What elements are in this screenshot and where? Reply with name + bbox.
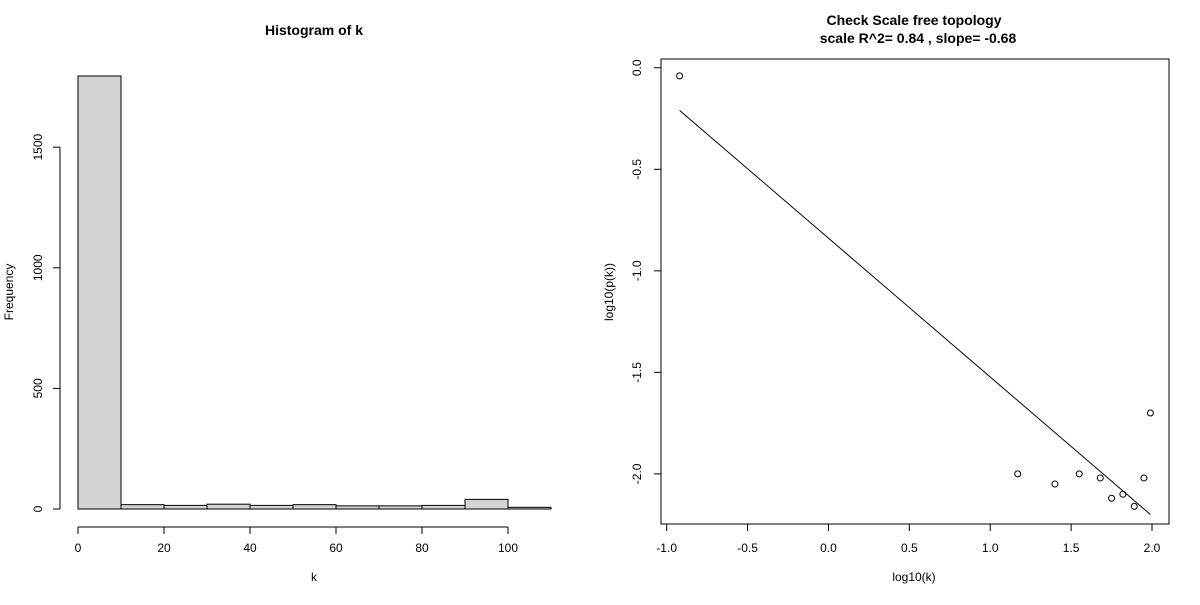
histogram-bar — [206, 503, 251, 510]
histogram-bar — [507, 506, 552, 510]
scale-free-y-axis: 0.0 -0.5 -1.0 -1.5 -2.0 — [630, 59, 661, 484]
scatter-point — [1014, 470, 1022, 478]
scatter-point — [1108, 494, 1116, 502]
histogram-y-tick-label: 1500 — [31, 133, 45, 160]
scale-free-panel: Check Scale free topology scale R^2= 0.8… — [602, 12, 1170, 584]
histogram-bar — [77, 75, 122, 510]
histogram-y-tick-label: 500 — [31, 378, 45, 398]
scale-free-y-tick-label: -1.5 — [630, 362, 644, 383]
scale-free-title: Check Scale free topology — [826, 12, 1001, 28]
scale-free-x-tick-label: 0.5 — [901, 541, 918, 555]
scale-free-x-tick-label: -1.0 — [656, 541, 677, 555]
scale-free-x-axis: -1.0 -0.5 0.0 0.5 1.0 1.5 2.0 — [656, 524, 1161, 555]
scatter-point — [1146, 409, 1154, 417]
scale-free-x-label: log10(k) — [892, 570, 935, 584]
scale-free-y-tick-label: 0.0 — [630, 59, 644, 76]
scatter-point — [676, 72, 684, 80]
histogram-bar — [249, 504, 294, 510]
scatter-point — [1075, 470, 1083, 478]
scatter-point — [1096, 474, 1104, 482]
scale-free-y-tick-label: -0.5 — [630, 159, 644, 180]
histogram-bar — [163, 504, 208, 510]
histogram-bar — [292, 504, 337, 510]
histogram-x-tick-label: 60 — [329, 541, 343, 555]
histogram-bar — [378, 505, 423, 510]
histogram-x-tick-label: 80 — [415, 541, 429, 555]
scale-free-x-tick-label: 2.0 — [1144, 541, 1161, 555]
scale-free-plot-box — [660, 58, 1170, 525]
histogram-x-label: k — [311, 570, 318, 584]
scale-free-x-tick-label: 0.0 — [820, 541, 837, 555]
histogram-x-tick-label: 40 — [243, 541, 257, 555]
histogram-y-tick-label: 0 — [31, 505, 45, 512]
scale-free-fit-line — [679, 110, 1151, 515]
scatter-point — [1140, 474, 1148, 482]
scale-free-points — [676, 72, 1154, 510]
scatter-point — [1051, 480, 1059, 488]
histogram-x-tick-label: 20 — [157, 541, 171, 555]
histogram-bar — [421, 504, 466, 510]
scale-free-x-tick-label: 1.5 — [1063, 541, 1080, 555]
scale-free-x-tick-label: 1.0 — [982, 541, 999, 555]
scale-free-x-tick-label: -0.5 — [737, 541, 758, 555]
histogram-x-tick-label: 0 — [75, 541, 82, 555]
histogram-title: Histogram of k — [265, 22, 363, 38]
histogram-bar — [335, 505, 380, 510]
histogram-bar — [120, 504, 165, 510]
histogram-panel: Histogram of k k Frequency 0 20 40 60 80 100 … — [2, 22, 552, 584]
scatter-point — [1130, 502, 1138, 510]
histogram-y-tick-label: 1000 — [31, 254, 45, 281]
histogram-y-label: Frequency — [2, 264, 16, 321]
scale-free-y-tick-label: -1.0 — [630, 260, 644, 281]
scale-free-y-label: log10(p(k)) — [602, 263, 616, 321]
fit-line — [679, 110, 1151, 515]
scatter-point — [1119, 490, 1127, 498]
histogram-x-tick-label: 100 — [498, 541, 518, 555]
histogram-y-axis: 0 500 1000 1500 — [31, 133, 61, 512]
scale-free-subtitle: scale R^2= 0.84 , slope= -0.68 — [820, 30, 1017, 46]
scale-free-y-tick-label: -2.0 — [630, 463, 644, 484]
histogram-bar — [464, 498, 509, 510]
histogram-x-axis: 0 20 40 60 80 100 — [75, 526, 518, 555]
histogram-bars — [77, 75, 552, 510]
